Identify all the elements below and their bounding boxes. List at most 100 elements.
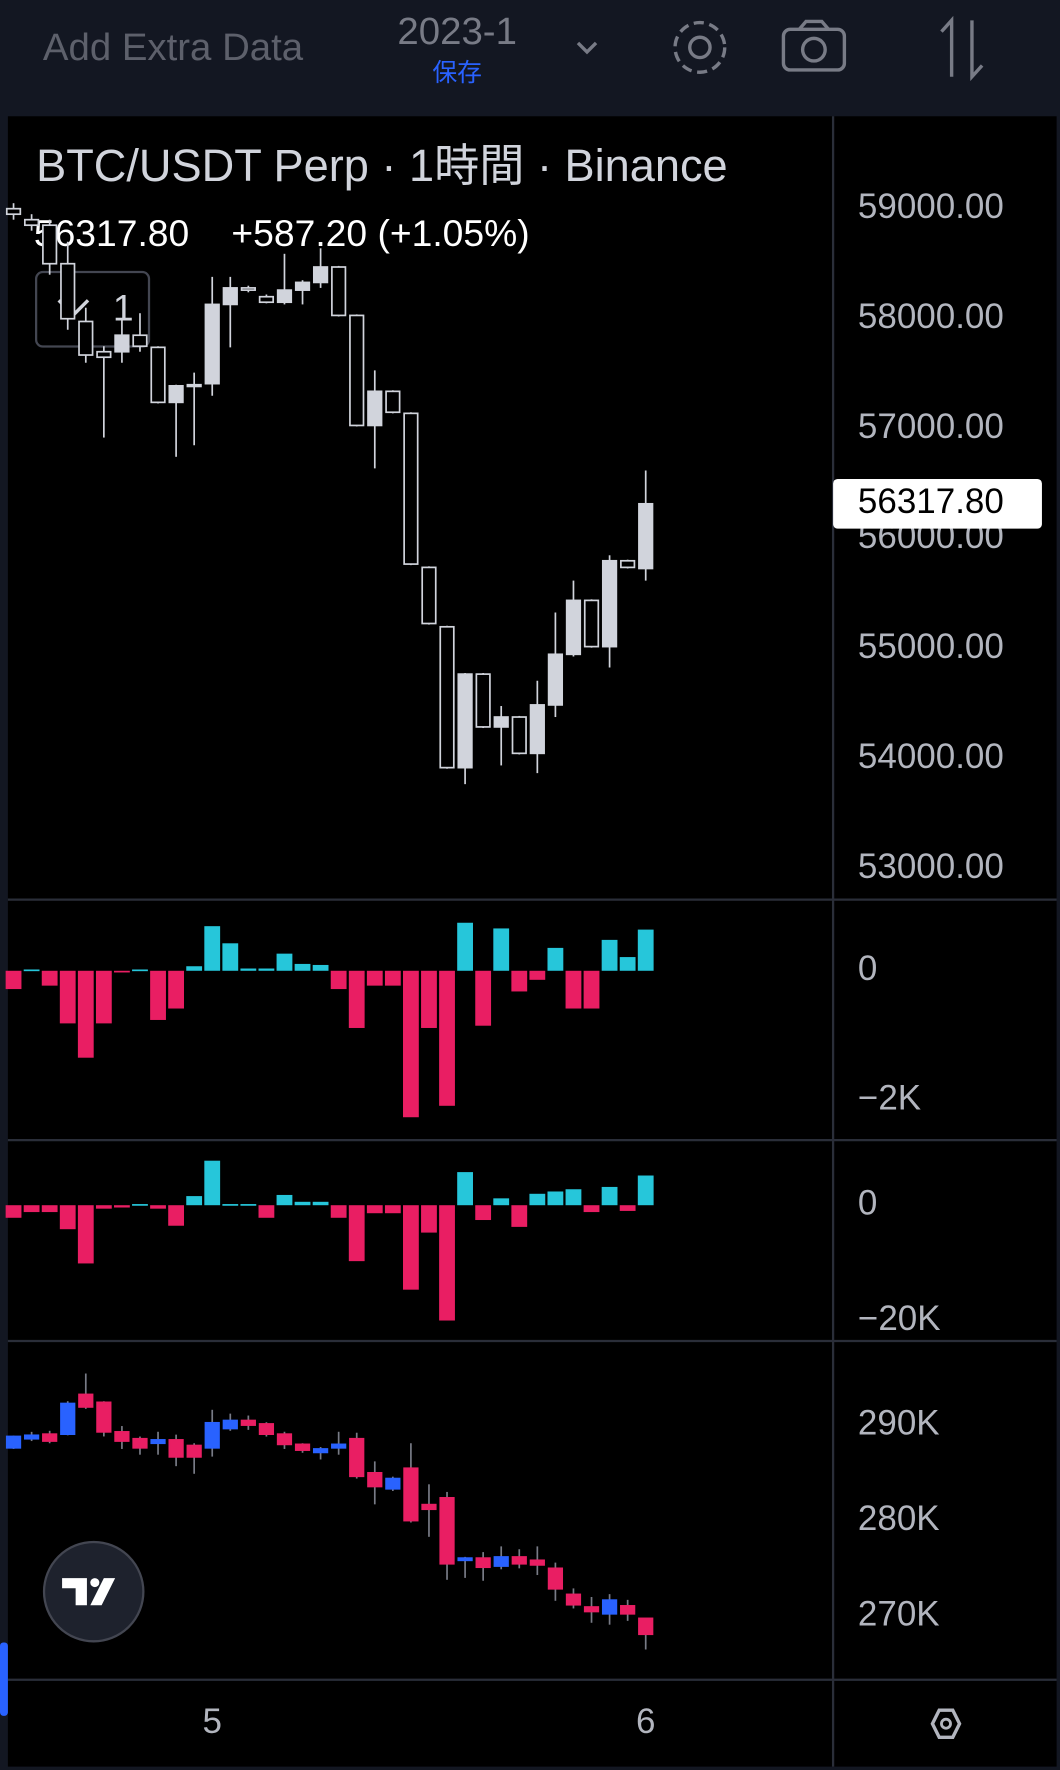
histogram-bar bbox=[41, 1205, 58, 1213]
candle-body bbox=[168, 384, 184, 404]
side-tab[interactable] bbox=[0, 1642, 8, 1716]
candle-body bbox=[385, 390, 401, 414]
candle-body bbox=[565, 1593, 582, 1606]
histogram-bar bbox=[384, 1205, 401, 1214]
camera-icon[interactable] bbox=[781, 19, 847, 72]
candle-body bbox=[457, 1557, 473, 1562]
histogram-bar bbox=[312, 1201, 329, 1206]
y-tick-label: 59000.00 bbox=[858, 187, 1004, 226]
layout-name[interactable]: 2023-1 bbox=[397, 10, 517, 53]
candle-body bbox=[150, 346, 166, 404]
histogram-bar bbox=[493, 928, 510, 971]
histogram-bar bbox=[511, 1205, 528, 1227]
candle-body bbox=[186, 383, 202, 388]
candle-body bbox=[349, 314, 365, 427]
histogram-bar bbox=[348, 1205, 365, 1262]
histogram-bar bbox=[547, 947, 564, 971]
histogram-bar bbox=[23, 1205, 40, 1213]
y-tick-label: 54000.00 bbox=[858, 737, 1004, 776]
layout-chevron[interactable] bbox=[576, 41, 598, 55]
candle-body bbox=[620, 1605, 636, 1615]
candle-body bbox=[96, 350, 112, 359]
logo-dot bbox=[90, 1578, 100, 1588]
candle-body bbox=[5, 207, 22, 216]
candle-body bbox=[457, 673, 473, 769]
histogram-bar bbox=[294, 1201, 311, 1206]
sort-icon[interactable] bbox=[940, 15, 984, 82]
histogram-bar bbox=[222, 943, 239, 971]
candle-body bbox=[331, 266, 347, 317]
candle-body bbox=[222, 1419, 238, 1430]
candle-body bbox=[439, 1497, 455, 1565]
candle-body bbox=[78, 1393, 94, 1408]
x-tick-label: 6 bbox=[636, 1702, 655, 1741]
candle-body bbox=[638, 502, 654, 570]
histogram-bar bbox=[186, 1196, 203, 1206]
histogram-bar bbox=[457, 922, 473, 971]
histogram-bar bbox=[511, 970, 528, 992]
candle-body bbox=[276, 289, 293, 304]
candle-body bbox=[475, 673, 491, 728]
histogram-bar bbox=[5, 970, 22, 990]
histogram-bar bbox=[276, 953, 293, 971]
histogram-bar bbox=[59, 970, 76, 1024]
histogram-bar bbox=[114, 1205, 130, 1208]
last-price-tag bbox=[833, 478, 1042, 529]
histogram-bar bbox=[95, 970, 112, 1024]
candle-body bbox=[367, 390, 383, 427]
histogram-bar bbox=[619, 957, 636, 971]
histogram-bar bbox=[312, 964, 329, 971]
candle-body bbox=[385, 1477, 401, 1490]
logo-mark bbox=[62, 1578, 116, 1606]
candle-body bbox=[565, 599, 582, 656]
histogram-bar bbox=[204, 1160, 221, 1206]
histogram-bar bbox=[601, 1186, 618, 1206]
candle-body bbox=[5, 1435, 22, 1449]
save-label[interactable]: 保存 bbox=[432, 59, 482, 87]
candle-body bbox=[511, 1556, 527, 1565]
candle-body bbox=[60, 1402, 76, 1436]
histogram-bar bbox=[41, 970, 58, 986]
histogram-bar bbox=[529, 1193, 546, 1206]
candle-body bbox=[222, 287, 238, 306]
legend-change: +587.20 (+1.05%) bbox=[231, 212, 529, 254]
candle-body bbox=[204, 303, 220, 385]
candle-body bbox=[114, 1431, 130, 1442]
histogram-bar bbox=[258, 1205, 275, 1218]
candle-body bbox=[204, 1421, 220, 1449]
add-extra-data[interactable]: Add Extra Data bbox=[43, 26, 304, 69]
axis-settings-dot bbox=[940, 1717, 952, 1730]
candle-body bbox=[276, 1433, 293, 1446]
histogram-bar bbox=[475, 970, 492, 1026]
candle-body bbox=[23, 1434, 40, 1440]
settings-icon[interactable] bbox=[673, 20, 727, 74]
logo[interactable] bbox=[42, 1540, 145, 1643]
indicator-count: 1 bbox=[113, 286, 134, 328]
last-price-label: 56317.80 bbox=[858, 482, 1004, 521]
candle-body bbox=[403, 1467, 419, 1522]
histogram-bar bbox=[493, 1198, 510, 1206]
axis-settings[interactable] bbox=[930, 1708, 962, 1739]
candle-body bbox=[439, 625, 455, 769]
candle-body bbox=[493, 716, 509, 728]
candle-body bbox=[168, 1439, 184, 1458]
chart-title: BTC/USDT Perp · 1時間 · Binance bbox=[36, 140, 728, 191]
histogram-bar bbox=[403, 1205, 419, 1290]
histogram-bar bbox=[168, 1205, 185, 1226]
y-tick-label: 0 bbox=[858, 949, 877, 988]
y-tick-label: 0 bbox=[858, 1183, 877, 1222]
histogram-bar bbox=[529, 970, 546, 980]
histogram-bar bbox=[421, 1205, 437, 1233]
histogram-bar bbox=[132, 969, 148, 972]
histogram-bar bbox=[565, 970, 582, 1009]
histogram-bar bbox=[5, 1205, 22, 1218]
candle-body bbox=[620, 559, 636, 569]
histogram-bar bbox=[583, 970, 600, 1009]
histogram-bar bbox=[240, 968, 257, 971]
candle-body bbox=[638, 1617, 654, 1636]
y-tick-label: 55000.00 bbox=[858, 627, 1004, 666]
histogram-bar bbox=[168, 970, 185, 1009]
candle-body bbox=[601, 559, 618, 648]
histogram-bar bbox=[132, 1204, 148, 1206]
